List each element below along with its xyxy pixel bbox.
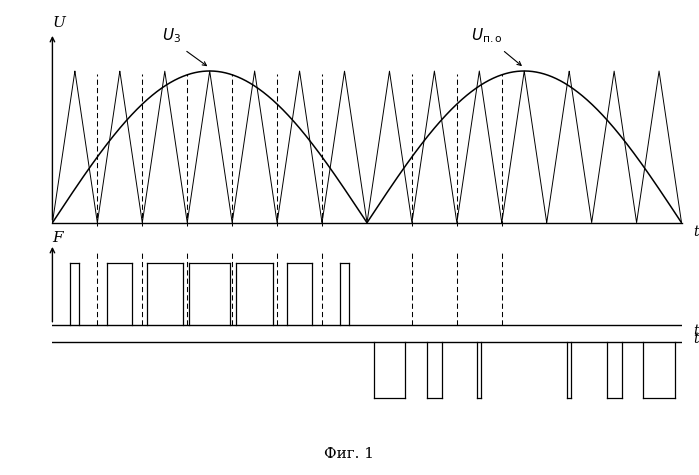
Text: t: t — [693, 324, 698, 338]
Text: $U_3$: $U_3$ — [162, 27, 182, 45]
Text: U: U — [52, 16, 65, 30]
Text: $U_{\rm п.о}$: $U_{\rm п.о}$ — [470, 27, 503, 45]
Text: t: t — [693, 332, 698, 346]
Text: F: F — [52, 231, 63, 245]
Text: Фиг. 1: Фиг. 1 — [324, 447, 375, 461]
Text: t: t — [693, 225, 698, 239]
